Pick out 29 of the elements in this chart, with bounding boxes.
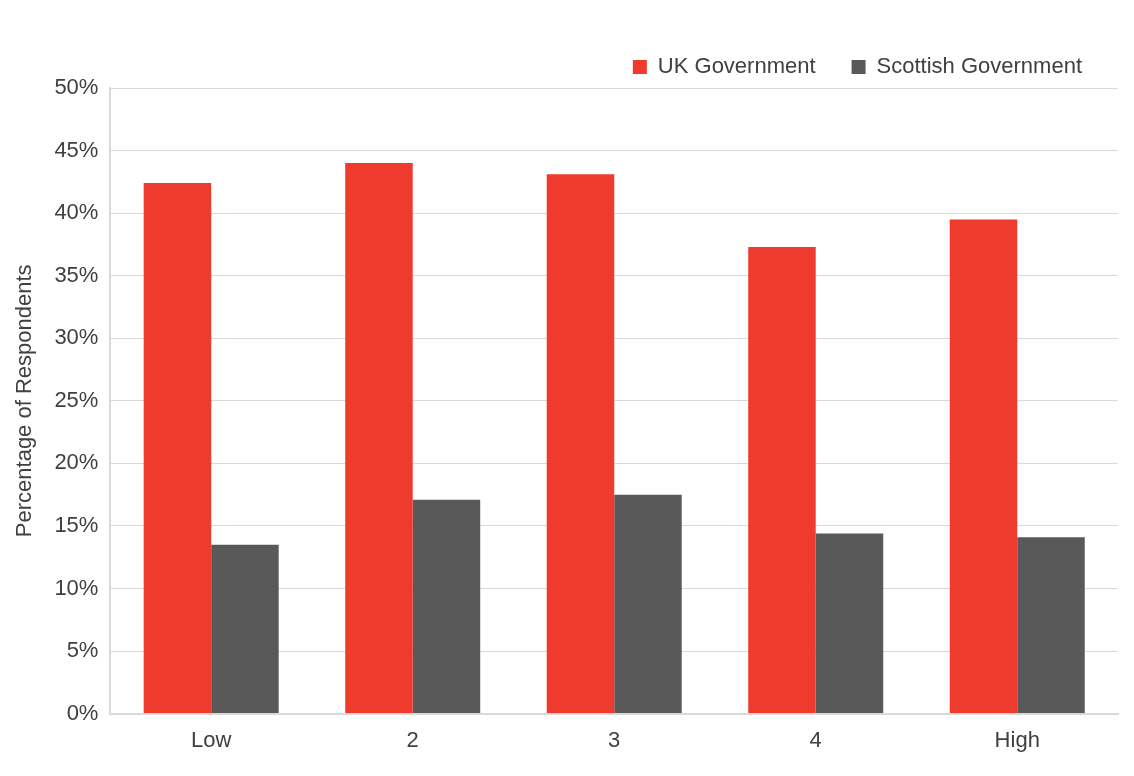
y-axis-title: Percentage of Respondents: [11, 264, 37, 538]
bar: [412, 499, 481, 714]
bar: [546, 174, 615, 714]
y-tick-label: 10%: [54, 574, 99, 600]
bar: [614, 494, 682, 714]
legend-label: UK Government: [657, 53, 816, 79]
y-tick-label: 45%: [54, 136, 99, 162]
x-tick-label: 2: [406, 726, 419, 752]
bar: [949, 219, 1018, 714]
bar: [748, 246, 816, 714]
bar: [1017, 537, 1085, 714]
bar: [345, 163, 413, 714]
y-tick-label: 30%: [54, 324, 99, 350]
legend-label: Scottish Government: [876, 53, 1083, 79]
y-tick-label: 50%: [54, 74, 99, 100]
x-tick-label: 4: [809, 726, 822, 752]
bar: [143, 183, 212, 714]
y-tick-label: 25%: [54, 386, 99, 412]
bar: [815, 533, 884, 714]
y-tick-label: 15%: [54, 511, 99, 537]
y-tick-label: 20%: [54, 449, 99, 475]
y-tick-label: 35%: [54, 261, 99, 287]
y-tick-label: 5%: [66, 637, 99, 663]
x-tick-label: Low: [191, 726, 232, 752]
x-tick-label: 3: [608, 726, 621, 752]
y-tick-label: 40%: [54, 199, 99, 225]
bar: [211, 544, 279, 714]
x-tick-label: High: [994, 726, 1040, 752]
y-tick-label: 0%: [66, 699, 99, 725]
